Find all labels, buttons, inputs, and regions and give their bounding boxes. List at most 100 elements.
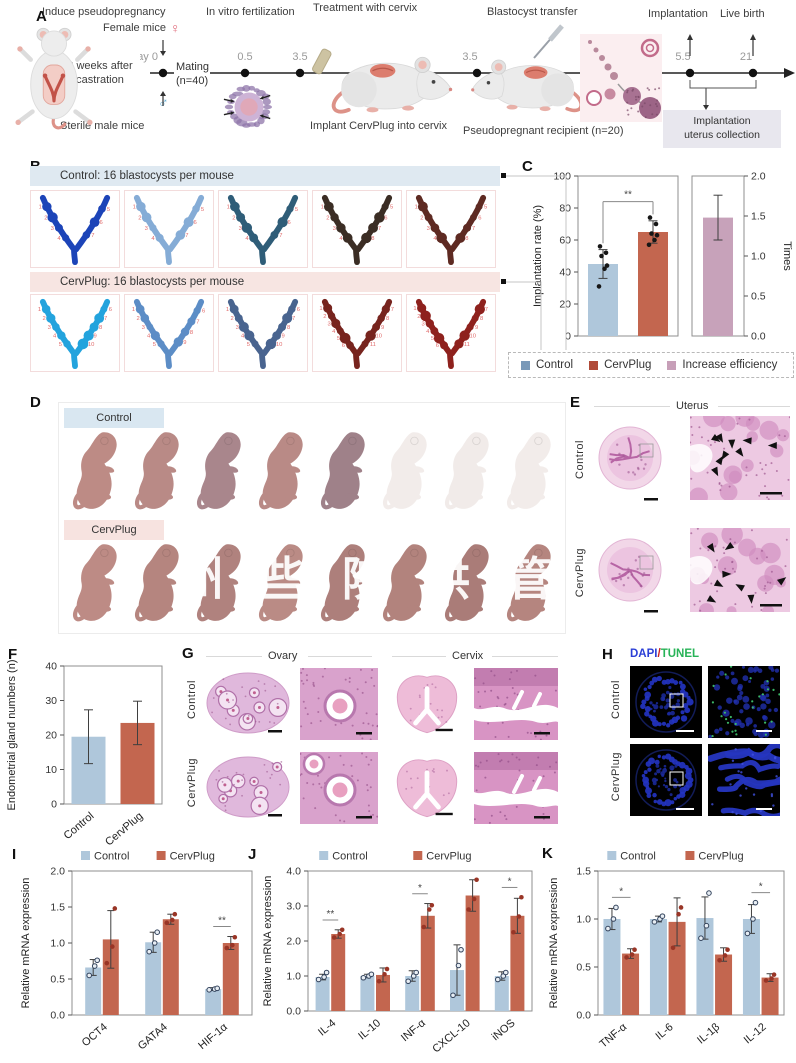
panel-d-pups: D Control CervPlug 州些院供管: [0, 392, 570, 640]
control-tag: Control: [64, 408, 164, 428]
svg-text:2.0: 2.0: [286, 936, 301, 948]
bar-CervPlug-CXCL-10: [465, 895, 480, 1011]
svg-text:6: 6: [478, 215, 481, 221]
svg-text:5: 5: [431, 336, 434, 342]
bar-Control-IL-4: [315, 977, 330, 1011]
svg-text:100: 100: [553, 171, 571, 183]
pup-photo: [444, 544, 489, 622]
svg-text:40: 40: [559, 267, 571, 279]
female-symbol: ♀: [170, 20, 181, 36]
pup-photo: [506, 432, 551, 510]
svg-text:0: 0: [51, 799, 57, 811]
svg-text:1: 1: [39, 205, 42, 211]
bar-CervPlug-IL-6: [668, 921, 686, 1015]
svg-text:3: 3: [142, 325, 145, 331]
bar-Control-IL-10: [360, 976, 375, 1011]
svg-text:8: 8: [465, 236, 468, 242]
castration-note-line2: castration: [76, 74, 124, 86]
pup-photo: [382, 544, 427, 622]
svg-text:40: 40: [45, 661, 57, 673]
svg-text:1: 1: [132, 307, 135, 313]
uterus-inset-image: [690, 416, 790, 500]
svg-text:**: **: [624, 190, 632, 201]
svg-text:CXCL-10: CXCL-10: [430, 1017, 472, 1055]
svg-text:IL-6: IL-6: [653, 1021, 675, 1042]
title-line: [594, 406, 670, 407]
panel-label-f: F: [8, 646, 18, 663]
arrowhead-marker: [735, 584, 745, 592]
svg-text:6: 6: [202, 309, 205, 315]
endometrial-gland-chart: 0 10 20 30 40 Endometrial gland numbers (n) Co…: [6, 659, 163, 848]
mating-label: Mating: [176, 61, 209, 73]
svg-text:10: 10: [376, 334, 383, 340]
scale-bar: [644, 498, 658, 501]
svg-text:5: 5: [337, 336, 340, 342]
legend-label: Increase efficiency: [682, 359, 778, 371]
bar-CervPlug-IL-4: [331, 934, 346, 1011]
step-treatment-cervix: Treatment with cervix: [313, 2, 418, 14]
panel-label-k: K: [542, 845, 553, 862]
bar-CervPlug-HIF-1α: [222, 943, 239, 1015]
watermark-glyph: 供: [424, 553, 470, 605]
watermark-glyph: 些: [260, 553, 306, 605]
dapi-tunel-title: DAPI/TUNEL: [630, 648, 699, 660]
mrna-chart-j: 0.0 1.0 2.0 3.0 4.0 Relative mRNA expression I…: [262, 851, 533, 1055]
svg-text:3: 3: [236, 325, 239, 331]
legend-label: CervPlug: [604, 359, 652, 371]
title-line: [308, 656, 372, 657]
svg-text:4: 4: [57, 236, 61, 242]
castrated-mouse-illustration: [15, 27, 93, 130]
svg-text:**: **: [327, 909, 335, 920]
step-implantation: Implantation: [648, 8, 708, 20]
svg-text:Relative mRNA expression: Relative mRNA expression: [20, 878, 32, 1009]
svg-text:0.5: 0.5: [576, 962, 591, 974]
svg-text:7: 7: [279, 233, 282, 239]
panel-label-j: J: [248, 846, 257, 863]
bar-CervPlug-GATA4: [162, 919, 179, 1015]
svg-text:2.0: 2.0: [50, 866, 65, 878]
svg-text:*: *: [619, 886, 623, 897]
svg-text:3: 3: [328, 321, 331, 327]
cervplug-uteri-row: 1 2 3 4 5 6 7 8 9 10 1 2 3 4 5 6 7 8 9 1 2 3 4 5 6 7 8 9 10 1 2 3 4 5 6 7 8 9…: [30, 294, 500, 372]
svg-text:1: 1: [227, 205, 230, 211]
svg-text:8: 8: [190, 330, 193, 336]
blastocyst-transfer-illustration: [580, 34, 662, 122]
legend-label: Control: [536, 359, 574, 371]
svg-text:CervPlug: CervPlug: [426, 851, 471, 863]
svg-text:2: 2: [232, 215, 235, 221]
scale-bar: [644, 610, 658, 613]
svg-text:Relative mRNA expression: Relative mRNA expression: [548, 878, 560, 1009]
svg-text:7: 7: [391, 307, 394, 313]
svg-text:2: 2: [44, 215, 47, 221]
svg-text:7: 7: [104, 316, 107, 322]
svg-text:1: 1: [413, 306, 416, 312]
bar-CervPlug: [638, 232, 668, 336]
increase-efficiency-chart: 0.0 0.5 1.0 1.5 2.0 Times: [691, 171, 793, 343]
svg-text:7: 7: [292, 316, 295, 322]
svg-text:9: 9: [183, 340, 186, 346]
pup-photo: [134, 544, 179, 622]
svg-text:Control: Control: [94, 851, 129, 863]
legend-item-increase: Increase efficiency: [667, 359, 777, 371]
svg-text:1: 1: [415, 205, 418, 211]
svg-text:4: 4: [426, 329, 430, 335]
title-line: [718, 406, 790, 407]
arrowhead-marker: [715, 433, 724, 443]
svg-text:IL-12: IL-12: [742, 1021, 769, 1046]
svg-text:9: 9: [282, 334, 285, 340]
bar-Control-HIF-1α: [205, 989, 222, 1015]
svg-text:1.5: 1.5: [50, 902, 65, 914]
svg-text:iNOS: iNOS: [490, 1017, 518, 1043]
title-line: [392, 656, 446, 657]
svg-text:Relative mRNA expression: Relative mRNA expression: [262, 876, 274, 1007]
ovary-cervix-images: [180, 640, 600, 845]
uterus-photo: 1 2 3 4 5 6 7 8 9 10: [218, 294, 308, 372]
pup-photo: [320, 544, 365, 622]
arrowhead-marker: [711, 434, 721, 442]
cervix-section-image: [396, 675, 458, 734]
